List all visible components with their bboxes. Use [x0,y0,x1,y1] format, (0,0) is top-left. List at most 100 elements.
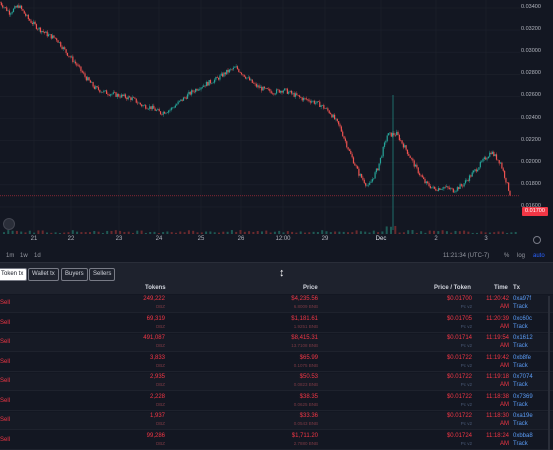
log-toggle[interactable]: log [517,253,526,259]
tx-hash-link[interactable]: 0x7369 [513,393,533,400]
table-row[interactable]: Sell 249,222 DBZ $4,235.56 6.8009 BNB $0.0170… [0,295,553,313]
header-time[interactable]: Time [494,285,508,291]
candle-body [280,90,282,93]
candle-body [0,2,2,6]
candle-body [373,178,375,180]
candle-body [112,92,114,94]
track-link[interactable]: Track [513,440,528,447]
candle-body [11,12,13,14]
candle-body [128,96,131,98]
header-tokens[interactable]: Tokens [145,285,166,291]
table-row[interactable]: Sell 3,833 DBZ $65.99 0.1075 BNB $0.01722 Pc v… [0,354,553,372]
timeframe-1d[interactable]: 1d [34,253,41,259]
candle-body [79,65,81,67]
volume-bar [230,230,233,234]
table-scrollbar[interactable] [548,296,550,450]
tx-hash-link[interactable]: 0x1612 [513,335,533,341]
header-price-token[interactable]: Price / Token [434,285,471,291]
candle-body [332,114,334,118]
candle-body [334,114,336,120]
candle-body [38,27,40,30]
track-link[interactable]: Track [513,323,528,330]
table-row[interactable]: Sell 69,319 DBZ $1,181.61 1.9251 BNB $0.01705… [0,315,553,333]
track-link[interactable]: Track [513,304,528,310]
timeframe-1m[interactable]: 1m [6,253,15,259]
tx-hash-link[interactable]: 0xa97f [513,296,532,302]
auto-toggle[interactable]: auto [533,253,545,259]
track-link[interactable]: Track [513,382,528,388]
candle-body [83,72,85,74]
price-bnb: 0.0625 BNB [293,401,318,407]
tx-hash-link[interactable]: 0xbba8 [513,432,533,439]
candle-body [196,89,198,91]
percent-toggle[interactable]: % [504,253,510,259]
candle-body [6,7,8,11]
candle-body [277,89,279,90]
candle-body [392,133,394,137]
tx-hash-link[interactable]: 0xc60c [513,315,533,322]
table-row[interactable]: Sell 2,935 DBZ $50.53 0.0823 BNB $0.01722 Pc v… [0,373,553,391]
tx-hash-link[interactable]: 0xb8fe [513,354,532,361]
token-amount: 1,937 [149,413,165,419]
candle-body [250,79,252,81]
volume-bar [132,232,134,234]
table-row[interactable]: Sell 2,228 DBZ $38.35 0.0625 BNB $0.01722 Pc v… [0,393,553,411]
resize-vertical-icon[interactable]: ↕ [279,267,285,279]
tx-time-ampm: AM [500,343,509,349]
table-row[interactable]: Sell 1,937 DBZ $33.36 0.0543 BNB $0.01722 Pc v… [0,412,553,430]
track-link[interactable]: Track [513,362,528,369]
tx-time: 11:19:42 [486,354,509,361]
candle-body [282,90,284,93]
tx-hash-link[interactable]: 0xa19e [513,413,533,419]
candle-body [236,66,239,70]
chart-clock: 11:21:34 (UTC-7) [443,253,490,259]
candle-body [240,72,243,75]
candle-body [307,99,309,101]
price-per-token: $0.01722 [446,413,472,419]
candle-body [362,177,364,180]
chart-canvas[interactable] [0,0,520,236]
timeframe-1w[interactable]: 1w [20,253,28,259]
candle-body [423,177,425,180]
tab-sellers[interactable]: Sellers [89,268,116,281]
price-usd: $50.53 [299,374,318,380]
table-row[interactable]: Sell 99,286 DBZ $1,711.20 2.7880 BNB $0.01724… [0,432,553,450]
candle-body [84,73,86,77]
header-tx[interactable]: Tx [513,285,521,291]
candle-body [195,89,197,93]
table-row[interactable]: Sell 491,087 DBZ $8,415.31 13.7108 BNB $0.017… [0,334,553,352]
candle-body [402,143,405,148]
candle-body [404,145,406,148]
chart-reset-icon[interactable] [533,236,541,244]
track-link[interactable]: Track [513,343,528,349]
candle-body [445,186,448,188]
price-usd: $1,181.61 [291,315,318,322]
candle-body [475,169,477,172]
track-link[interactable]: Track [513,401,528,408]
tx-hash-link[interactable]: 0x7074 [513,374,533,380]
candle-body [359,174,361,176]
candle-body [389,132,391,134]
candle-body [493,151,495,157]
tab-token-tx[interactable]: Token tx [0,268,28,281]
price-usd: $4,235.56 [291,296,318,302]
track-link[interactable]: Track [513,421,528,427]
candle-body [116,94,118,97]
tradingview-logo-icon[interactable] [3,218,15,230]
tab-wallet-tx[interactable]: Wallet tx [28,268,59,281]
candle-body [329,113,332,115]
candle-body [154,108,156,111]
volume-bar [329,232,332,234]
dex-label: Pc v2 [460,401,472,407]
candle-body [111,93,113,95]
tab-buyers[interactable]: Buyers [61,268,88,281]
candle-body [164,111,166,114]
candle-body [451,188,453,189]
price-chart[interactable]: 0.03400 0.03200 0.03000 0.02800 0.02600 0.024… [0,0,553,262]
candle-body [172,107,174,109]
price-per-token: $0.01722 [446,354,472,361]
candle-body [26,14,28,16]
candle-body [99,89,101,93]
candle-body [311,101,313,103]
header-price[interactable]: Price [303,285,318,291]
